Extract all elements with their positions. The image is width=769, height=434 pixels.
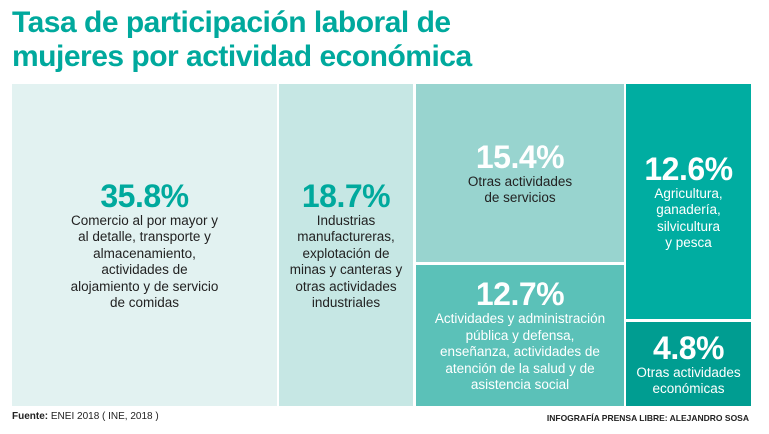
tile-label: Comercio al por mayor y al detalle, tran… <box>70 212 219 311</box>
chart-title: Tasa de participación laboral de mujeres… <box>12 6 472 74</box>
tile-value: 15.4% <box>475 138 565 175</box>
tile-other-services: 15.4% Otras actividades de servicios <box>416 84 624 262</box>
source-label: Fuente: <box>12 411 49 422</box>
tile-commerce: 35.8% Comercio al por mayor y al detalle,… <box>12 84 277 406</box>
tile-other-economic: 4.8% Otras actividades económicas <box>626 322 751 406</box>
tile-industry: 18.7% Industrias manufactureras, explotac… <box>279 84 413 406</box>
tile-label: Agricultura, ganadería, silvicultura y p… <box>654 185 723 251</box>
tile-value: 12.7% <box>475 276 565 313</box>
tile-value: 4.8% <box>653 329 724 366</box>
tile-public-admin: 12.7% Actividades y administración públic… <box>416 265 624 406</box>
tile-value: 12.6% <box>644 150 733 187</box>
source-text: ENEI 2018 ( INE, 2018 ) <box>48 411 159 422</box>
tile-value: 35.8% <box>100 177 189 214</box>
tile-label: Actividades y administración pública y d… <box>434 311 606 393</box>
title-line-2: mujeres por actividad económica <box>12 40 472 73</box>
tile-label: Industrias manufactureras, explotación d… <box>289 212 403 311</box>
tile-value: 18.7% <box>301 177 391 214</box>
tile-label: Otras actividades económicas <box>636 364 741 397</box>
title-line-1: Tasa de participación laboral de <box>12 6 451 39</box>
source-note: Fuente: ENEI 2018 ( INE, 2018 ) <box>12 411 159 422</box>
tile-label: Otras actividades de servicios <box>467 173 573 206</box>
tile-agriculture: 12.6% Agricultura, ganadería, silvicultur… <box>626 84 751 319</box>
credit: INFOGRAFÍA PRENSA LIBRE: ALEJANDRO SOSA <box>546 413 749 423</box>
